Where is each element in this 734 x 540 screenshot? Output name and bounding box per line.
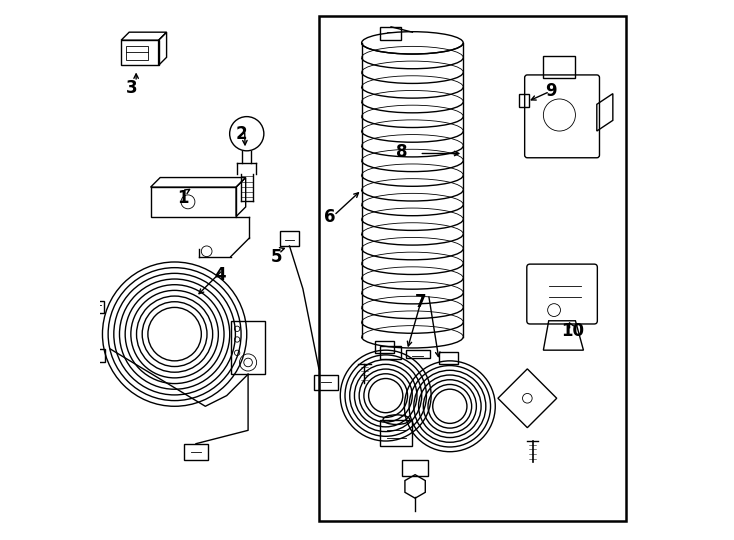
Text: 4: 4 xyxy=(214,266,226,285)
Bar xyxy=(401,460,429,476)
Bar xyxy=(319,16,626,521)
Bar xyxy=(314,375,338,390)
Text: 5: 5 xyxy=(270,248,282,266)
Bar xyxy=(380,420,413,447)
Bar xyxy=(439,352,458,363)
Bar xyxy=(280,231,299,246)
Bar xyxy=(89,348,105,362)
Text: 9: 9 xyxy=(545,82,557,100)
Text: 6: 6 xyxy=(324,207,335,226)
Text: 7: 7 xyxy=(415,293,426,311)
Text: 8: 8 xyxy=(396,144,407,161)
Bar xyxy=(184,444,208,460)
Bar xyxy=(380,27,401,40)
Text: 10: 10 xyxy=(562,322,584,340)
Bar xyxy=(126,45,148,60)
Text: 1: 1 xyxy=(177,189,189,207)
Bar xyxy=(520,93,529,107)
Bar xyxy=(230,321,266,374)
Bar xyxy=(88,301,104,313)
Text: 3: 3 xyxy=(126,79,138,97)
Bar xyxy=(380,346,401,359)
Bar xyxy=(375,341,393,353)
Text: 2: 2 xyxy=(236,125,247,143)
